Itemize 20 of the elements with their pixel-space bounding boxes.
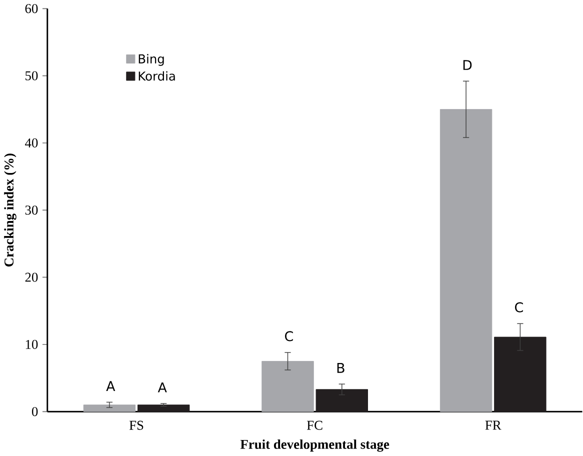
y-tick-label: 40 xyxy=(25,138,38,148)
x-tick-label: FR xyxy=(485,420,502,430)
y-tick-label: 0 xyxy=(32,407,38,416)
y-axis-title: Cracking index (%) xyxy=(4,154,16,267)
annotation: C xyxy=(285,331,293,342)
y-tick-label: 30 xyxy=(25,206,38,215)
y-tick-label: 60 xyxy=(25,4,38,14)
annotation: A xyxy=(106,381,116,392)
y-tick-label: 20 xyxy=(25,272,38,282)
annotation: A xyxy=(158,382,167,392)
y-tick-label: 50 xyxy=(26,71,38,80)
annotation: B xyxy=(337,363,344,373)
legend-label: Bing xyxy=(138,54,164,66)
x-axis-title: Fruit developmental stage xyxy=(240,440,390,452)
legend-label: Kordia xyxy=(138,71,175,81)
annotation: D xyxy=(463,60,472,70)
x-tick-label: FS xyxy=(129,420,144,430)
x-tick-label: FC xyxy=(306,420,322,430)
annotation: C xyxy=(515,302,523,312)
y-tick-label: 10 xyxy=(26,340,38,350)
